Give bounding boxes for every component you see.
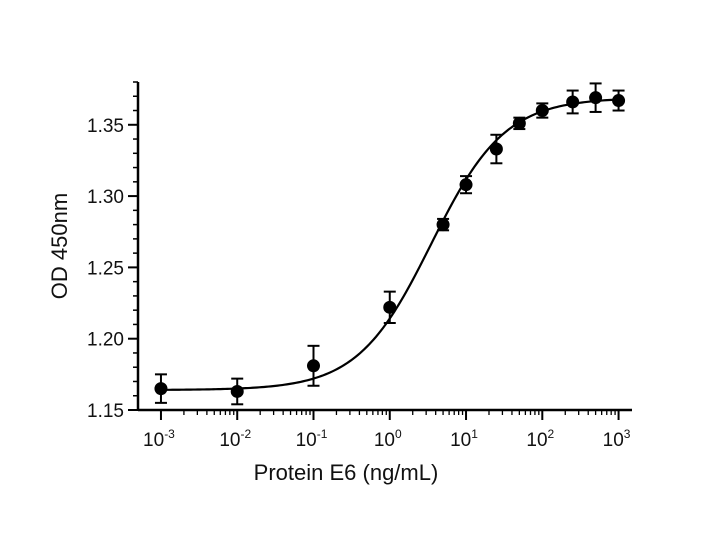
data-point [383,290,397,325]
data-point [154,373,168,404]
data-points [154,82,626,406]
data-point [459,175,473,195]
data-point [230,377,244,406]
x-tick-label: 10-1 [296,427,328,451]
y-tick-label: 1.30 [87,187,124,208]
marker [566,95,580,109]
y-tick-label: 1.25 [87,258,124,279]
marker [535,104,549,118]
data-point [589,82,603,113]
data-point [436,217,450,232]
marker [512,116,526,130]
data-point [535,102,549,119]
data-point [566,89,580,115]
data-point [489,133,503,165]
marker [306,359,320,373]
marker [230,384,244,398]
marker [489,142,503,156]
data-point [306,344,320,387]
marker [459,178,473,192]
marker [589,91,603,105]
data-point [612,89,626,112]
x-tick-label: 101 [450,427,478,451]
y-tick-label: 1.35 [87,116,124,137]
y-tick-label: 1.15 [87,401,124,422]
x-axis-title: Protein E6 (ng/mL) [254,460,439,485]
data-point [512,116,526,131]
y-tick-label: 1.20 [87,330,124,351]
marker [612,94,626,108]
marker [436,218,450,232]
x-tick-label: 10-2 [219,427,251,451]
fit-curve-group [160,98,619,391]
x-tick-label: 103 [603,427,631,451]
x-tick-label: 102 [526,427,554,451]
marker [154,382,168,396]
y-axis-title: OD 450nm [47,193,72,299]
y-axis-ticks: 1.15 1.20 1.25 1.30 1.35 [87,81,138,422]
axes [136,82,632,412]
x-axis-ticks: 10-3 10-2 10-1 100 101 102 103 [143,410,631,451]
fit-curve [160,98,619,391]
x-tick-label: 100 [374,427,402,451]
x-tick-label: 10-3 [143,427,175,451]
marker [383,300,397,314]
